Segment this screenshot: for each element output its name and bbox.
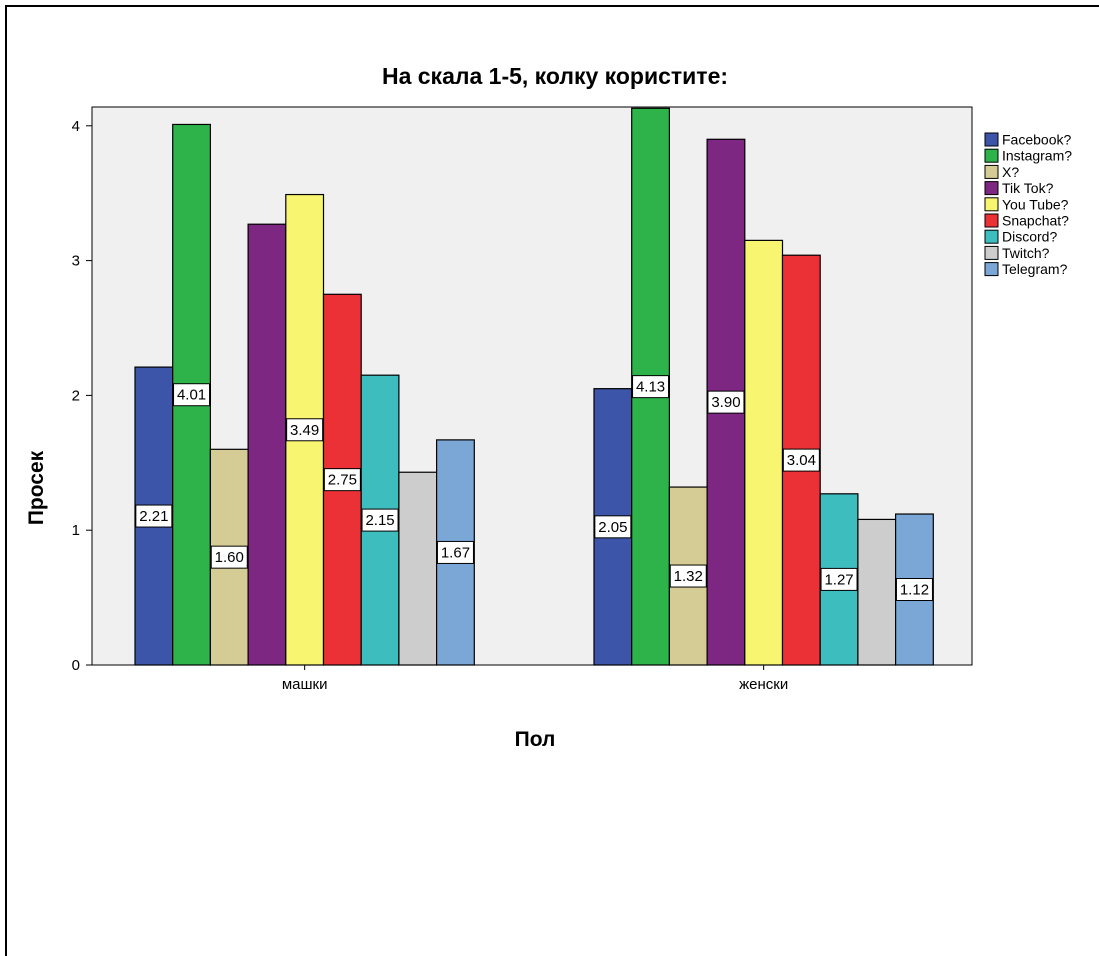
data-label: 3.49: [290, 422, 319, 439]
legend-swatch: [984, 132, 999, 147]
x-tick-label: женски: [739, 676, 788, 693]
legend-swatch: [984, 245, 999, 260]
legend-label: Twitch?: [1002, 245, 1050, 261]
y-tick-label: 4: [72, 118, 80, 135]
data-labels-layer: 2.21 2.05 4.01 4.13 1.60 1.32 3.90 3.49 2.75 3.04…: [135, 375, 933, 602]
legend-label: Discord?: [1002, 229, 1057, 245]
x-tick-label: машки: [282, 676, 328, 693]
chart-title: На скала 1-5, колку користите:: [382, 63, 728, 89]
bar-twitch-0: [398, 471, 438, 666]
legend-swatch: [984, 181, 999, 196]
data-label-box: [632, 375, 670, 399]
legend: Facebook?Instagram?X?Tik Tok?You Tube?Sn…: [984, 132, 1072, 277]
legend-label: Tik Tok?: [1002, 180, 1054, 196]
data-label: 3.04: [787, 452, 816, 469]
data-label: 1.32: [674, 568, 703, 585]
data-label: 2.15: [365, 512, 394, 529]
y-axis: 012345: [72, 107, 93, 674]
legend-label: X?: [1002, 164, 1019, 180]
data-label-box: [782, 448, 820, 472]
data-label: 1.60: [215, 549, 244, 566]
data-label-box: [361, 508, 399, 532]
data-label: 2.75: [328, 472, 357, 489]
y-tick-label: 2: [72, 387, 80, 404]
data-label-box: [594, 515, 632, 539]
bar-you-tube-1: [744, 239, 784, 666]
legend-swatch: [984, 148, 999, 163]
data-label: 1.67: [441, 544, 470, 561]
bar-tik-tok-0: [247, 223, 287, 666]
data-label-box: [135, 504, 173, 528]
data-label: 4.13: [636, 379, 665, 396]
data-label-box: [323, 468, 361, 492]
legend-label: Telegram?: [1002, 261, 1068, 277]
y-tick-label: 3: [72, 253, 80, 270]
y-tick-label: 1: [72, 522, 80, 539]
legend-swatch: [984, 229, 999, 244]
x-axis-title: Пол: [515, 728, 556, 751]
data-label-box: [173, 383, 211, 407]
legend-label: Facebook?: [1002, 132, 1071, 148]
legend-swatch: [984, 262, 999, 277]
data-label-box: [895, 578, 933, 602]
data-label-box: [820, 567, 858, 591]
legend-swatch: [984, 197, 999, 212]
bar-twitch-1: [857, 518, 897, 666]
data-label: 1.27: [824, 571, 853, 588]
data-label-box: [707, 390, 745, 414]
data-label-box: [210, 545, 248, 569]
data-label: 3.90: [711, 394, 740, 411]
data-label-box: [669, 564, 707, 588]
data-label: 2.05: [598, 519, 627, 536]
legend-swatch: [984, 164, 999, 179]
legend-label: Snapchat?: [1002, 213, 1069, 229]
x-axis: машки женски: [92, 664, 972, 693]
chart-frame: [5, 5, 1099, 956]
legend-swatch: [984, 213, 999, 228]
data-label: 2.21: [139, 508, 168, 525]
legend-label: You Tube?: [1002, 196, 1069, 212]
y-axis-title: Просек: [25, 450, 48, 525]
data-label: 4.01: [177, 387, 206, 404]
data-label: 1.12: [900, 582, 929, 599]
data-label-box: [436, 540, 474, 564]
legend-label: Instagram?: [1002, 148, 1072, 164]
y-tick-label: 0: [72, 657, 80, 674]
data-label-box: [286, 418, 324, 442]
